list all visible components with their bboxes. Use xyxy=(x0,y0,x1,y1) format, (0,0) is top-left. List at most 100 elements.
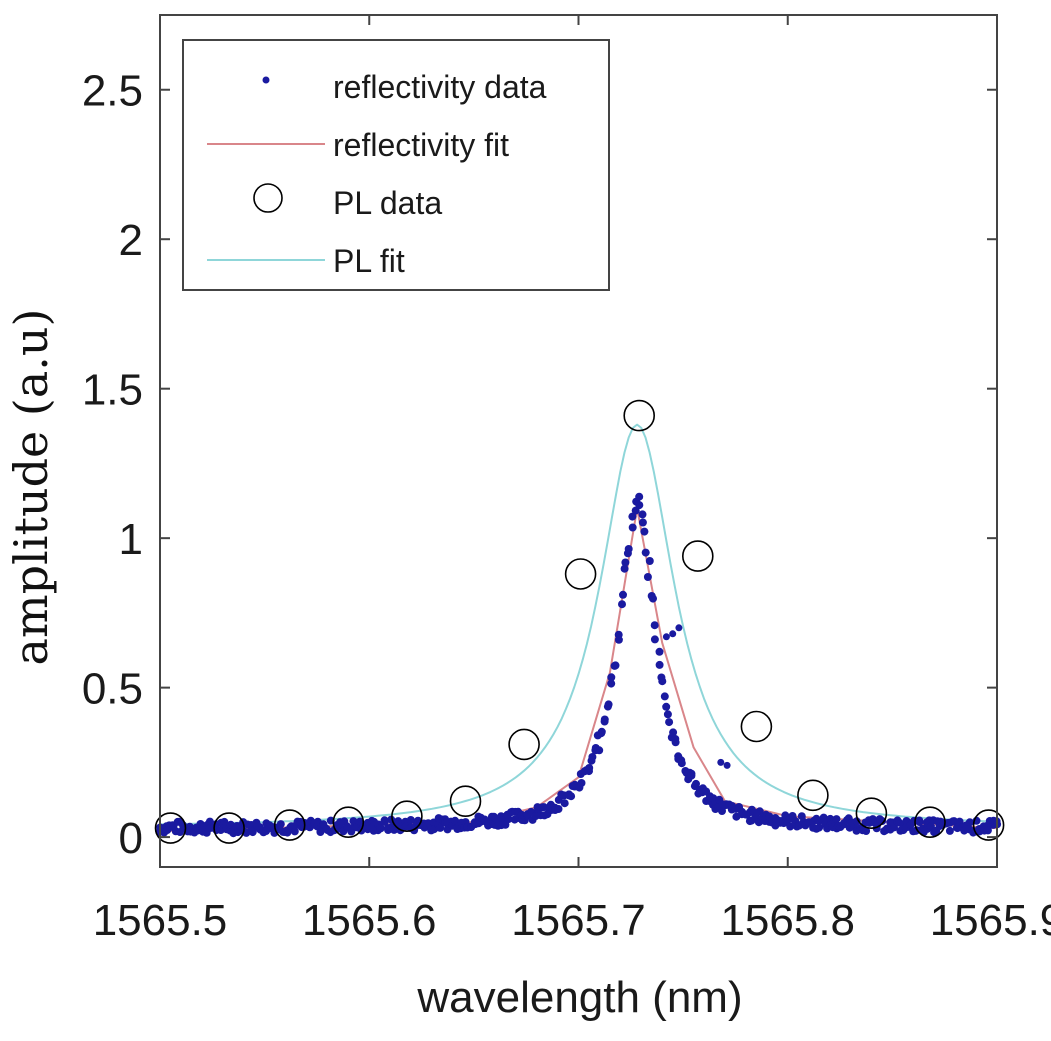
pl-data-point xyxy=(914,806,946,839)
pl-data-point xyxy=(681,540,714,572)
reflectivity-data-point xyxy=(650,635,659,644)
reflectivity-data-point xyxy=(665,718,674,727)
reflectivity-data-point xyxy=(926,822,935,831)
pl-data-point xyxy=(273,809,306,841)
pl-data-point xyxy=(213,812,245,844)
reflectivity-data-point xyxy=(604,700,613,709)
pl-data-point xyxy=(449,785,482,818)
reflectivity-data-point xyxy=(649,594,657,603)
reflectivity-data-point xyxy=(677,756,686,765)
pl-data-point xyxy=(508,728,540,761)
pl-data-point xyxy=(972,809,1005,841)
reflectivity-data-point xyxy=(248,828,257,837)
reflectivity-data-point xyxy=(645,557,654,565)
reflectivity-data-point xyxy=(595,746,604,755)
x-tick-label: 1565.5 xyxy=(93,896,228,945)
ticks-layer: 1565.5 1565.6 1565.7 1565.8 1565.9 0 0.5 1 1.5 2 2… xyxy=(82,15,1051,945)
reflectivity-data-point xyxy=(692,779,700,788)
reflectivity-data-point xyxy=(619,590,627,599)
legend-box xyxy=(182,39,610,291)
legend-label: reflectivity data xyxy=(333,69,547,105)
reflectivity-data-point xyxy=(723,761,731,769)
reflectivity-data-point xyxy=(663,710,672,719)
reflectivity-data-point xyxy=(436,823,445,832)
reflectivity-data-point xyxy=(786,822,795,831)
reflectivity-data-point xyxy=(635,501,644,510)
pl-data-point xyxy=(332,806,365,839)
reflectivity-data-point xyxy=(600,717,609,726)
legend-label: reflectivity fit xyxy=(333,127,509,163)
reflectivity-data-point xyxy=(376,823,385,832)
legend-label: PL data xyxy=(333,185,442,221)
legend-label: PL fit xyxy=(333,243,405,279)
reflectivity-data-point xyxy=(641,548,650,557)
reflectivity-data-point xyxy=(660,692,669,701)
reflectivity-data-point xyxy=(620,564,629,573)
reflectivity-data-point xyxy=(878,817,887,825)
reflectivity-data-point xyxy=(628,523,637,532)
reflectivity-data-point xyxy=(567,792,576,801)
pl-data-point xyxy=(740,710,773,743)
pl-data-point xyxy=(623,399,656,432)
reflectivity-data-point xyxy=(717,758,725,766)
x-tick-label: 1565.7 xyxy=(511,896,646,945)
reflectivity-data-point xyxy=(380,817,389,826)
reflectivity-data-point xyxy=(611,661,620,670)
x-tick-label: 1565.8 xyxy=(720,896,855,945)
reflectivity-data-point xyxy=(657,673,666,682)
x-tick-label: 1565.9 xyxy=(930,896,1051,945)
reflectivity-data-point xyxy=(560,799,569,808)
reflectivity-data-point xyxy=(607,673,616,682)
y-tick-label: 2 xyxy=(119,216,143,265)
reflectivity-data-point xyxy=(815,823,824,832)
x-tick-label: 1565.6 xyxy=(302,896,437,945)
reflectivity-data-point xyxy=(618,600,626,609)
reflectivity-data-point xyxy=(406,816,415,824)
reflectivity-data-point xyxy=(965,818,974,827)
y-tick-label: 0 xyxy=(119,814,143,863)
y-tick-label: 2.5 xyxy=(82,67,143,116)
legend-marker-circle xyxy=(253,183,283,213)
reflectivity-data-point xyxy=(687,771,696,780)
legend-marker-dot xyxy=(262,76,270,84)
reflectivity-data-point xyxy=(638,518,647,527)
reflectivity-data-point xyxy=(945,826,954,835)
reflectivity-data-point xyxy=(662,633,670,641)
reflectivity-data-point xyxy=(662,702,671,711)
pl-data-point xyxy=(391,800,423,833)
reflectivity-data-point xyxy=(597,729,606,738)
reflectivity-data-point xyxy=(671,735,680,743)
reflectivity-data-point xyxy=(623,549,632,558)
reflectivity-data-point xyxy=(638,510,647,519)
pl-data-point xyxy=(154,812,187,844)
reflectivity-data-point xyxy=(669,728,678,737)
reflectivity-data-point xyxy=(577,779,586,787)
reflectivity-data-point xyxy=(635,492,644,501)
reflectivity-data-point xyxy=(205,817,214,826)
pl-data-point xyxy=(564,558,597,590)
reflectivity-data-point xyxy=(290,827,299,836)
reflectivity-data-point xyxy=(862,827,871,835)
reflectivity-data-point xyxy=(852,817,861,826)
pl-data-point xyxy=(797,779,829,812)
reflectivity-data-point xyxy=(832,815,841,824)
reflectivity-data-point xyxy=(655,660,664,669)
series-layer xyxy=(154,399,1005,844)
reflectivity-data-point xyxy=(797,812,806,821)
reflectivity-data-point xyxy=(585,764,594,772)
x-axis-label: wavelength (nm) xyxy=(416,973,742,1022)
reflectivity-data-point xyxy=(915,816,924,825)
reflectivity-data-point xyxy=(643,573,652,581)
legend: reflectivity data reflectivity fit PL data… xyxy=(182,39,610,291)
y-axis-label: amplitude (a.u) xyxy=(4,309,58,666)
reflectivity-data-point xyxy=(628,512,637,521)
reflectivity-data-point xyxy=(554,805,563,813)
reflectivity-data-point xyxy=(588,753,597,761)
reflectivity-data-point xyxy=(675,624,683,632)
y-tick-label: 1.5 xyxy=(82,366,143,415)
reflectivity-data-point xyxy=(669,630,677,638)
reflectivity-data-point xyxy=(349,817,358,826)
reflectivity-data-point xyxy=(621,558,630,567)
reflectivity-data-point xyxy=(451,816,460,825)
